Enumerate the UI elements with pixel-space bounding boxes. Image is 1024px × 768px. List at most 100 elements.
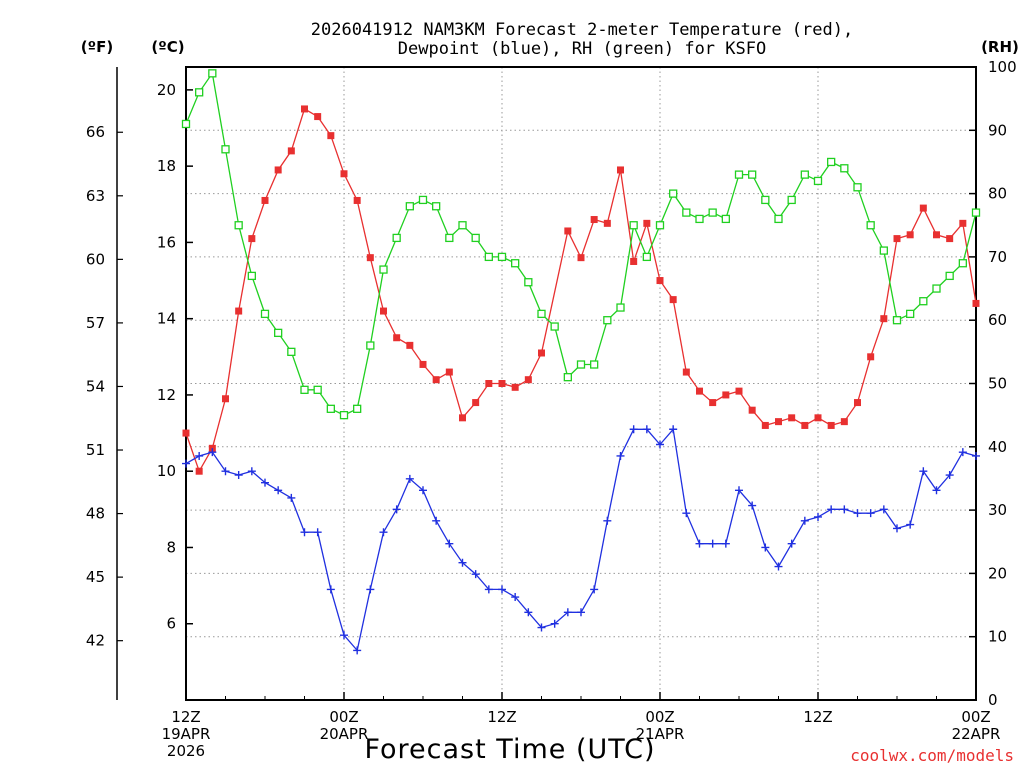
temperature-point xyxy=(222,395,229,403)
dewpoint-point xyxy=(208,448,217,457)
temperature-point xyxy=(801,421,809,429)
rh-point xyxy=(300,385,309,394)
temperature-point xyxy=(419,360,427,368)
fahrenheit-tick-label: 66 xyxy=(86,123,105,141)
x-tick-label: 12Z xyxy=(487,708,516,726)
rh-point xyxy=(326,404,335,413)
dewpoint-point xyxy=(274,486,283,495)
celsius-tick-label: 18 xyxy=(157,157,176,175)
temperature-point xyxy=(630,257,638,265)
dewpoint-point xyxy=(893,524,901,533)
rh-tick-label: 20 xyxy=(988,564,1007,582)
chart-title-line2: Dewpoint (blue), RH (green) for KSFO xyxy=(398,39,766,59)
rh-point xyxy=(497,252,507,262)
rh-point xyxy=(721,214,730,224)
temperature-point xyxy=(867,353,875,361)
rh-point xyxy=(642,252,651,262)
fahrenheit-tick-label: 57 xyxy=(86,314,105,332)
fahrenheit-tick-label: 60 xyxy=(86,250,105,268)
dewpoint-point xyxy=(866,509,875,518)
temperature-point xyxy=(840,418,848,426)
temperature-point xyxy=(959,219,967,227)
rh-point xyxy=(405,202,414,211)
temperature-point xyxy=(603,219,611,227)
dewpoint-point xyxy=(195,451,204,460)
rh-point xyxy=(813,176,823,186)
rh-point xyxy=(655,221,665,230)
temperature-point xyxy=(788,414,796,422)
temperature-point xyxy=(893,235,901,243)
dewpoint-point xyxy=(511,593,520,602)
dewpoint-point xyxy=(432,516,441,525)
dewpoint-point xyxy=(550,619,559,628)
temperature-point xyxy=(301,105,308,113)
temperature-point xyxy=(498,380,506,387)
series-line xyxy=(185,107,977,473)
celsius-tick-label: 14 xyxy=(157,310,176,328)
temperature-point xyxy=(353,196,361,204)
rh-tick-label: 50 xyxy=(988,375,1007,393)
rh-point xyxy=(432,202,441,211)
dewpoint-point xyxy=(458,558,467,567)
fahrenheit-tick-label: 48 xyxy=(86,505,105,523)
temperature-point xyxy=(485,380,493,387)
temperature-point xyxy=(972,299,980,307)
rh-point xyxy=(734,170,744,179)
x-tick-label: 00Z xyxy=(961,708,990,726)
rh-tick-label: 100 xyxy=(988,58,1017,76)
rh-tick-label: 70 xyxy=(988,248,1007,266)
dewpoint-point xyxy=(735,486,743,495)
rh-tick-label: 0 xyxy=(988,691,998,709)
rh-point xyxy=(932,284,941,293)
temperature-point xyxy=(775,418,782,426)
rh-tick-label: 60 xyxy=(988,311,1007,329)
temperature-point xyxy=(287,147,295,155)
rh-point xyxy=(576,360,586,369)
rh-tick-label: 80 xyxy=(988,185,1007,203)
temperature-point xyxy=(748,406,756,414)
dewpoint-point xyxy=(629,425,638,434)
rh-point xyxy=(524,278,533,287)
rh-point xyxy=(866,221,875,230)
dewpoint-point xyxy=(261,478,269,487)
dewpoint-point xyxy=(919,467,928,476)
rh-point xyxy=(919,297,928,306)
dewpoint-point xyxy=(972,451,980,460)
temperature-point xyxy=(524,376,532,384)
dewpoint-point xyxy=(182,459,190,468)
rh-point xyxy=(682,208,691,217)
rh-point xyxy=(445,233,454,243)
x-tick-label: 21APR xyxy=(636,725,685,743)
dewpoint-point xyxy=(748,501,757,510)
fahrenheit-tick-label: 63 xyxy=(86,187,105,205)
rh-tick-label: 10 xyxy=(988,628,1007,646)
rh-point xyxy=(708,208,717,217)
dewpoint-point xyxy=(577,608,585,617)
rh-point xyxy=(287,347,296,357)
temperature-point xyxy=(761,421,769,429)
dewpoint-point xyxy=(340,631,348,640)
temperature-point xyxy=(643,219,651,227)
dewpoint-point xyxy=(537,623,546,632)
rh-point xyxy=(590,360,599,369)
data-series xyxy=(181,69,981,655)
rh-point xyxy=(366,341,375,350)
dewpoint-point xyxy=(471,570,480,579)
dewpoint-point xyxy=(366,585,375,594)
celsius-tick-label: 8 xyxy=(166,538,176,556)
temperature-point xyxy=(735,387,743,395)
rh-point xyxy=(208,69,217,78)
temperature-point xyxy=(564,227,572,235)
rh-point xyxy=(695,214,704,224)
rh-point xyxy=(471,233,480,243)
celsius-tick-label: 16 xyxy=(157,233,176,251)
dewpoint-point xyxy=(524,608,533,617)
celsius-tick-label: 6 xyxy=(166,615,176,633)
rh-point xyxy=(537,309,546,319)
rh-point xyxy=(774,214,783,224)
celsius-tick-label: 12 xyxy=(157,386,176,404)
rh-point xyxy=(458,221,467,230)
fahrenheit-unit-label: (ºF) xyxy=(81,38,113,56)
temperature-point xyxy=(432,376,440,384)
